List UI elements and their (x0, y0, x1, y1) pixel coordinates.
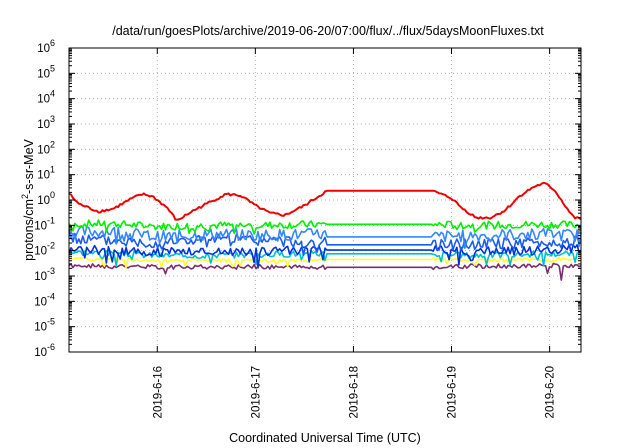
x-axis-label: Coordinated Universal Time (UTC) (229, 431, 421, 445)
y-tick-label: 10-6 (34, 342, 55, 359)
y-tick-label: 104 (37, 89, 55, 106)
grid (69, 48, 581, 352)
series-line-4 (68, 243, 582, 269)
y-tick-label: 10-4 (34, 291, 55, 308)
chart-title: /data/run/goesPlots/archive/2019-06-20/0… (112, 24, 544, 38)
x-tick-label: 2019-6-20 (545, 366, 557, 418)
x-tick-label: 2019-6-18 (348, 366, 360, 418)
series-line-1 (68, 262, 582, 281)
series-group (68, 181, 582, 281)
y-tick-label: 105 (37, 63, 55, 80)
y-tick-label: 10-2 (34, 241, 55, 258)
series-line-5 (68, 232, 582, 257)
y-tick-label: 100 (37, 190, 55, 207)
y-tick-label: 101 (37, 165, 55, 182)
y-tick-label: 103 (37, 114, 55, 131)
series-line-6 (68, 225, 582, 249)
y-axis-label: protons/cm2-s-sr-MeV (20, 138, 36, 260)
y-tick-label: 10-3 (34, 266, 55, 283)
series-line-7 (68, 219, 582, 235)
series-line-3 (68, 249, 582, 268)
x-tick-label: 2019-6-16 (152, 366, 164, 418)
y-tick-label: 10-5 (34, 317, 55, 334)
series-line-8 (68, 181, 582, 221)
y-tick-label: 106 (37, 38, 55, 55)
y-tick-label: 10-1 (34, 215, 55, 232)
axes: 10-6 10-5 10-4 10-3 10-2 10-1 100 101 102 103 104 1… (34, 38, 581, 418)
x-tick-label: 2019-6-19 (447, 366, 459, 418)
y-tick-label: 102 (37, 139, 55, 156)
x-tick-label: 2019-6-17 (250, 366, 262, 418)
